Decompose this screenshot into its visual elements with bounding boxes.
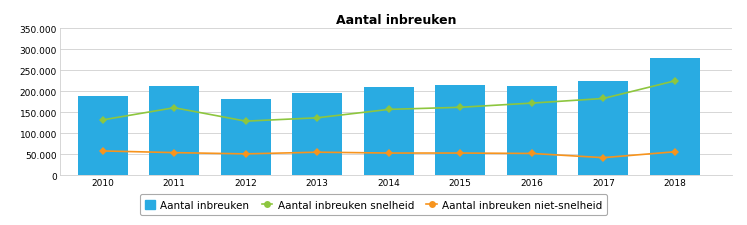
Legend: Aantal inbreuken, Aantal inbreuken snelheid, Aantal inbreuken niet-snelheid: Aantal inbreuken, Aantal inbreuken snelh… bbox=[140, 194, 607, 215]
Bar bbox=[650, 58, 700, 176]
Bar bbox=[292, 94, 342, 176]
Bar bbox=[578, 82, 628, 176]
Bar bbox=[364, 88, 414, 176]
Bar bbox=[436, 85, 486, 176]
Title: Aantal inbreuken: Aantal inbreuken bbox=[335, 14, 456, 27]
Bar bbox=[506, 87, 557, 176]
Bar bbox=[78, 96, 128, 176]
Bar bbox=[220, 99, 270, 176]
Bar bbox=[149, 86, 199, 176]
